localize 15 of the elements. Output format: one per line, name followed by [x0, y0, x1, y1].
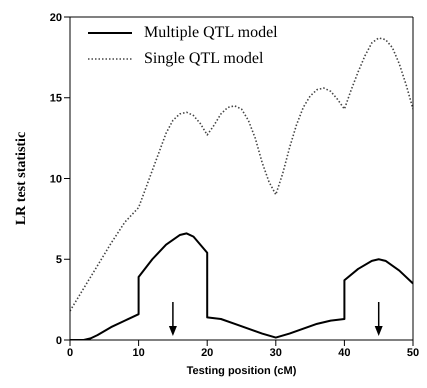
x-tick-label: 20 [201, 346, 214, 359]
x-tick-label: 40 [338, 346, 351, 359]
x-tick-label: 30 [270, 346, 282, 359]
y-tick-label: 5 [56, 254, 62, 266]
y-tick-label: 0 [56, 334, 62, 347]
legend-label: Multiple QTL model [144, 24, 278, 42]
x-tick-label: 50 [406, 346, 420, 359]
y-tick-label: 10 [50, 173, 62, 186]
x-tick-label: 10 [132, 346, 145, 359]
y-tick-label: 15 [50, 92, 62, 105]
y-axis-title: LR test statistic [14, 132, 29, 226]
legend-label: Single QTL model [144, 50, 264, 68]
x-tick-label: 0 [66, 346, 74, 359]
x-axis-title: Testing position (cM) [186, 365, 297, 377]
y-tick-label: 20 [50, 12, 62, 24]
